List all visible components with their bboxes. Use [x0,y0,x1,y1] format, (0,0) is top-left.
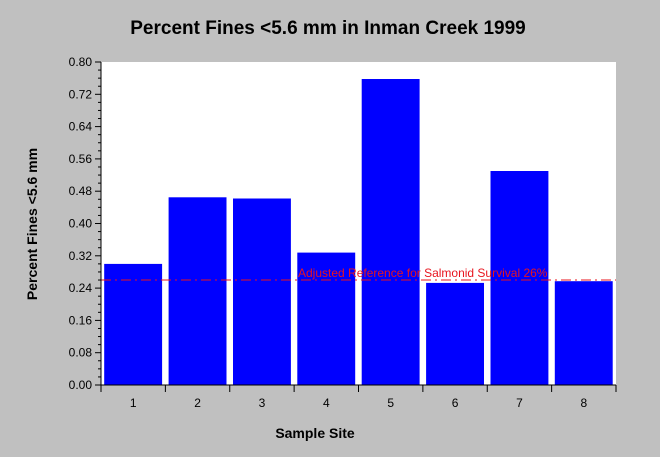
y-tick-label: 0.32 [69,249,93,263]
bar-site-2 [168,197,227,385]
chart-title: Percent Fines <5.6 mm in Inman Creek 199… [130,18,526,39]
x-tick-label: 5 [387,396,394,410]
x-tick-label: 2 [194,396,201,410]
y-ticks: 0.00 0.08 0.16 0.24 0.32 0.40 0.48 0.56 0.64 0.72… [69,55,101,392]
x-ticks: 1 2 3 4 5 6 7 8 [100,385,617,410]
bar-site-5 [361,79,420,385]
y-tick-label: 0.08 [69,346,93,360]
bars [104,79,613,385]
x-tick-label: 6 [452,396,459,410]
reference-line-label: Adjusted Reference for Salmonid Survival… [298,266,548,280]
bar-site-4 [297,252,356,385]
y-axis-title: Percent Fines <5.6 mm [24,148,40,300]
y-tick-label: 0.24 [69,281,93,295]
x-tick-label: 4 [323,396,330,410]
y-tick-label: 0.72 [69,87,93,101]
bar-site-8 [554,281,613,385]
y-tick-label: 0.16 [69,313,93,327]
y-tick-label: 0.48 [69,184,93,198]
bar-site-6 [426,282,484,385]
x-tick-label: 1 [130,396,137,410]
x-tick-label: 3 [259,396,266,410]
x-axis-title: Sample Site [275,425,355,441]
x-tick-label: 8 [580,396,587,410]
bar-site-1 [104,263,163,385]
y-tick-label: 0.56 [69,152,93,166]
bar-site-7 [490,171,549,385]
bar-site-3 [233,198,291,385]
y-tick-label: 0.80 [69,55,93,69]
y-tick-label: 0.00 [69,378,93,392]
x-tick-label: 7 [516,396,523,410]
y-tick-label: 0.64 [69,120,93,134]
y-tick-label: 0.40 [69,217,93,231]
